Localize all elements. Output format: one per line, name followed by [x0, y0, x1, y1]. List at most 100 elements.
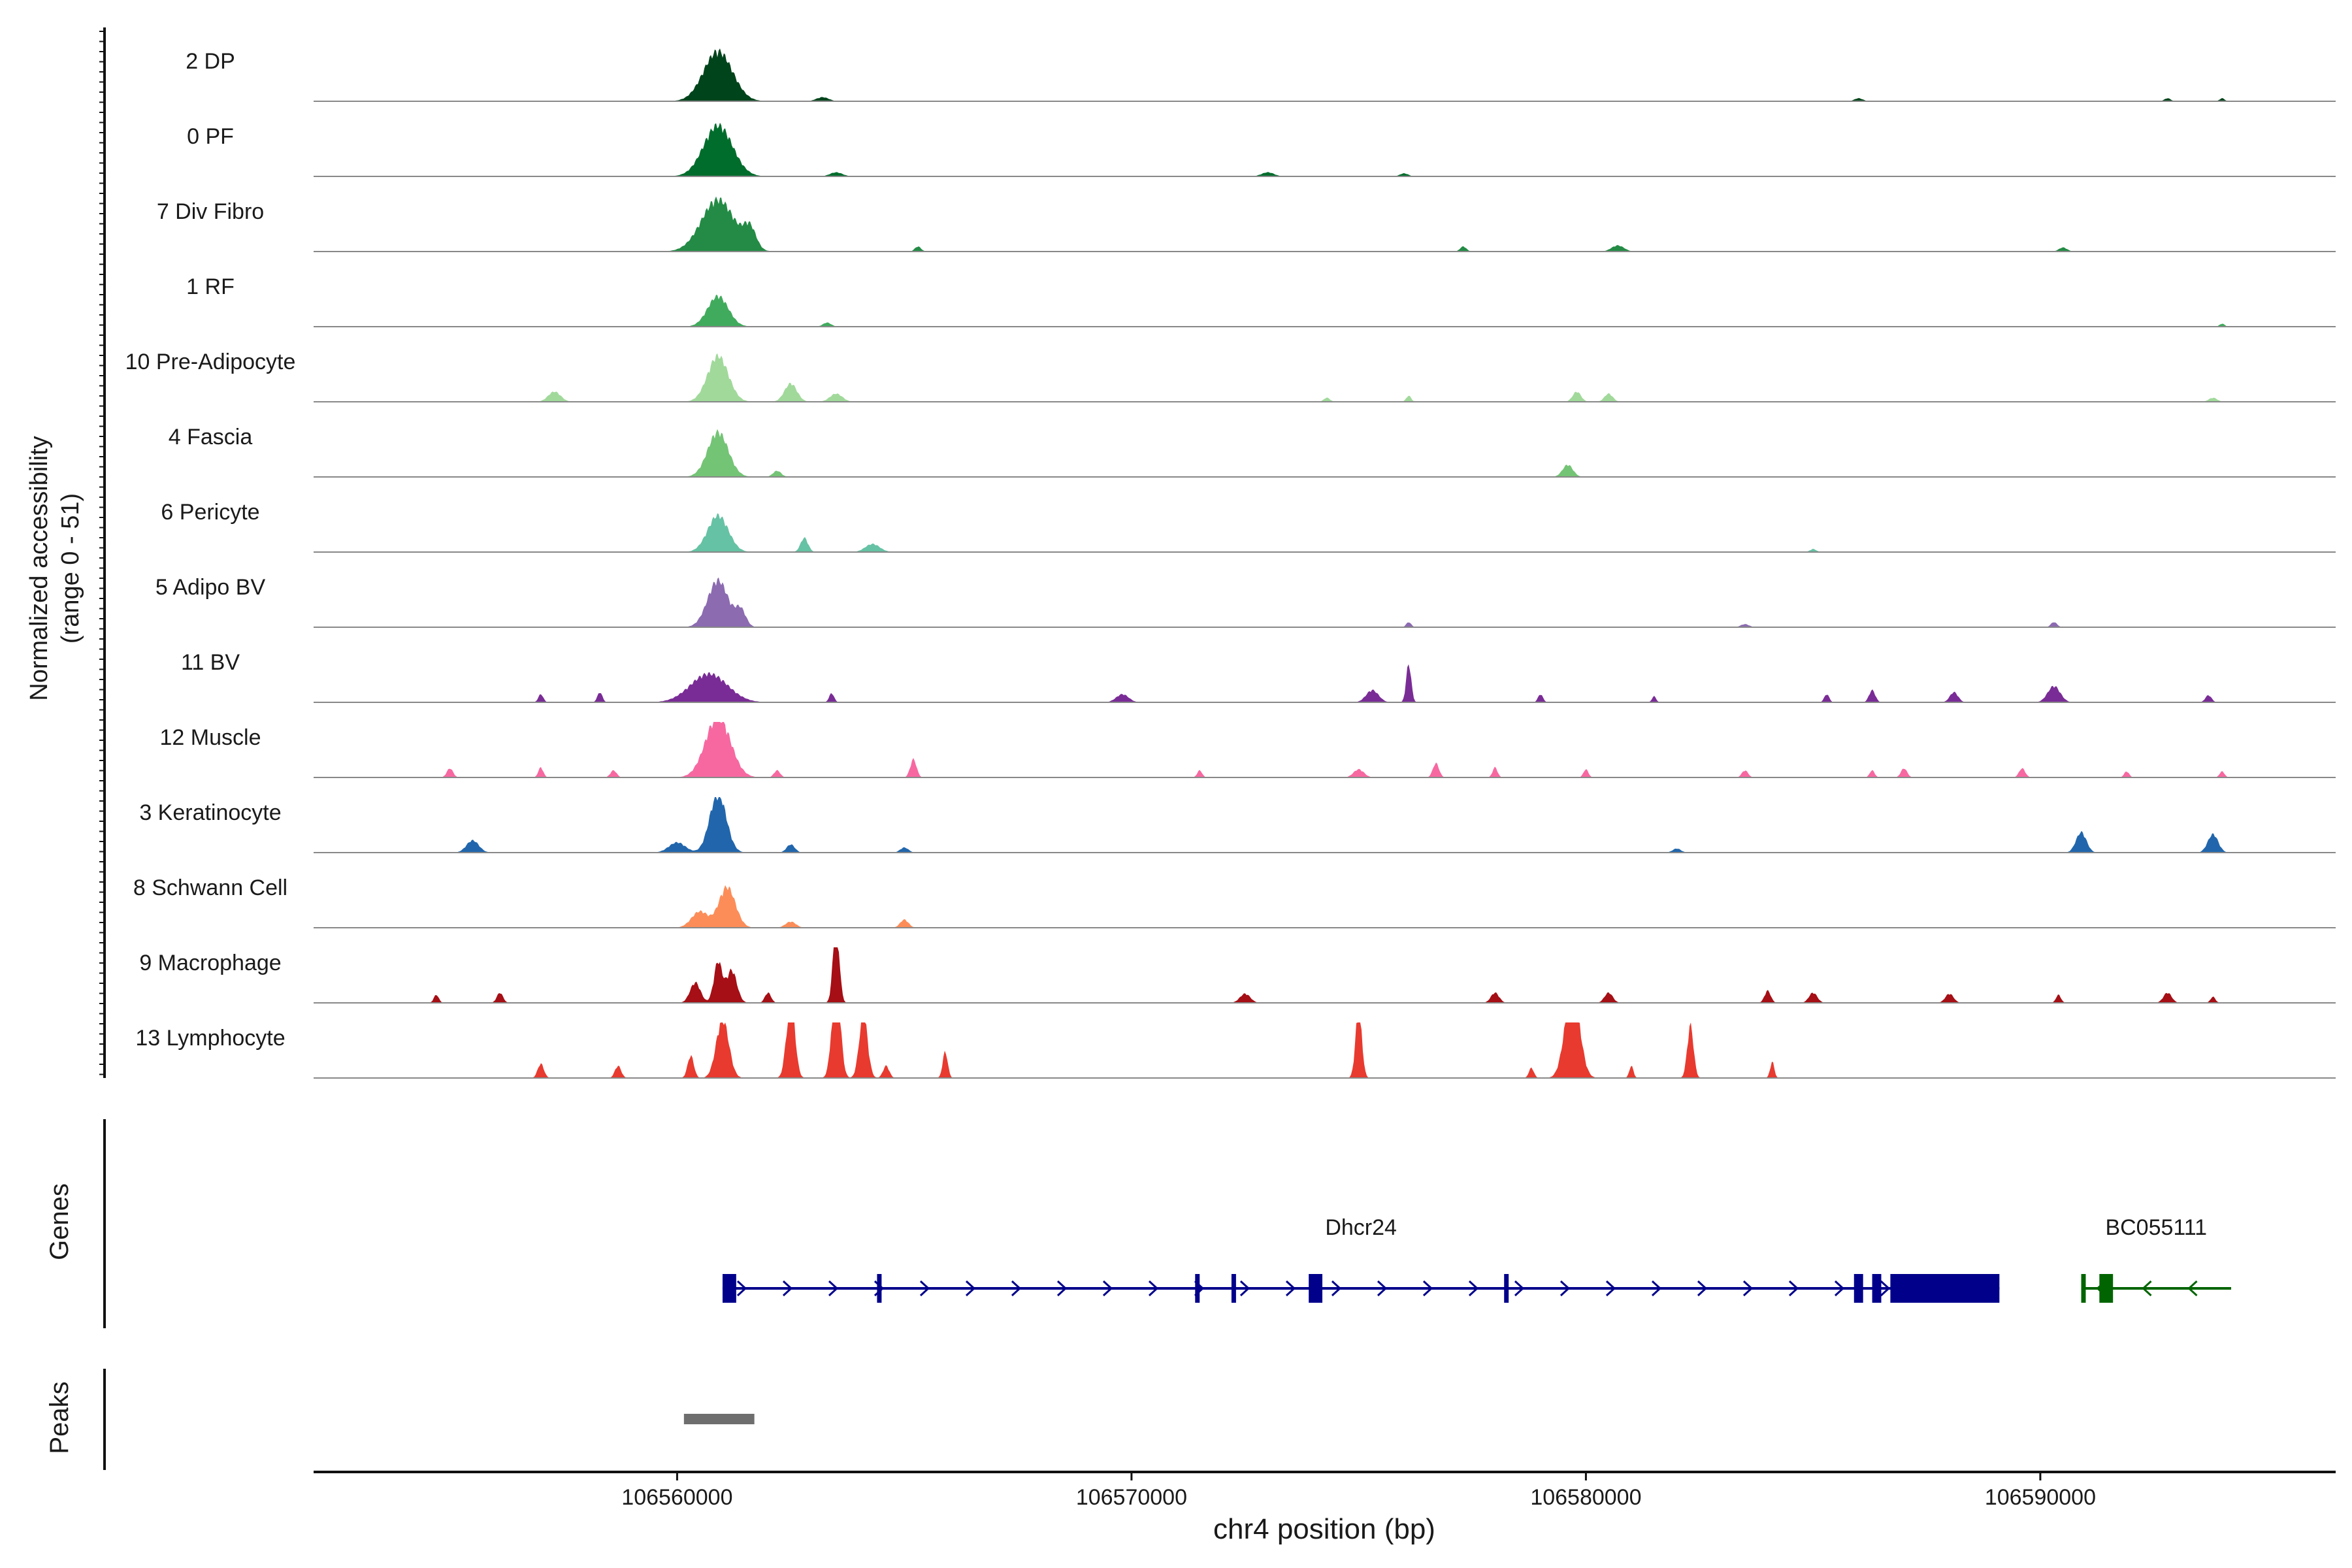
gene-dhcr24: Dhcr24 — [722, 1215, 2000, 1303]
gene-label: Dhcr24 — [1325, 1215, 1397, 1240]
genes-panel-label: Genes — [45, 1183, 74, 1260]
track-label: 2 DP — [186, 49, 235, 74]
exon — [2099, 1274, 2114, 1303]
coverage-area — [314, 885, 2336, 928]
track-13-lymphocyte: 13 Lymphocyte — [135, 1022, 2336, 1079]
coverage-area — [314, 1022, 2336, 1078]
strand-arrow — [1605, 1280, 1616, 1297]
coverage-area — [314, 577, 2336, 627]
track-11-bv: 11 BV — [181, 650, 2336, 703]
strand-arrow — [1514, 1280, 1525, 1297]
strand-arrow — [1834, 1280, 1845, 1297]
strand-arrow — [1011, 1280, 1022, 1297]
track-label: 4 Fascia — [169, 425, 253, 449]
strand-arrow — [1422, 1280, 1433, 1297]
gene-label: BC055111 — [2105, 1215, 2207, 1240]
track-label: 1 RF — [186, 274, 235, 299]
coverage-area — [314, 353, 2336, 402]
strand-arrow — [2142, 1280, 2152, 1297]
coverage-area — [314, 513, 2336, 552]
exon — [1504, 1274, 1509, 1303]
exon — [1231, 1274, 1236, 1303]
strand-arrow — [1560, 1280, 1571, 1297]
strand-arrow — [965, 1280, 976, 1297]
strand-arrow — [1056, 1280, 1068, 1297]
strand-arrow — [1239, 1280, 1250, 1297]
track-label: 9 Macrophage — [139, 951, 281, 975]
x-tick-label: 106580000 — [1530, 1485, 1641, 1510]
strand-arrow — [1285, 1280, 1296, 1297]
strand-arrow — [1697, 1280, 1708, 1297]
strand-arrow — [1651, 1280, 1662, 1297]
track-4-fascia: 4 Fascia — [169, 425, 2336, 478]
exon — [2081, 1274, 2086, 1303]
track-0-pf: 0 PF — [187, 122, 2336, 177]
coverage-area — [314, 48, 2336, 101]
strand-arrow — [736, 1280, 747, 1297]
coverage-area — [314, 947, 2336, 1003]
coverage-area — [314, 196, 2336, 252]
track-label: 5 Adipo BV — [155, 575, 266, 600]
gene-bc055111: BC055111 — [2081, 1215, 2232, 1303]
strand-arrow — [1880, 1280, 1891, 1297]
exon — [1854, 1274, 1863, 1303]
exon — [1872, 1274, 1882, 1303]
genes-track: Dhcr24 BC055111 — [722, 1215, 2232, 1303]
strand-arrow — [782, 1280, 793, 1297]
strand-arrow — [828, 1280, 839, 1297]
track-6-pericyte: 6 Pericyte — [161, 500, 2336, 553]
x-tick-label: 106560000 — [621, 1485, 732, 1510]
peaks-track — [683, 1414, 755, 1424]
coverage-axis-ticks — [99, 31, 105, 1075]
x-axis-title: chr4 position (bp) — [1213, 1513, 1435, 1545]
strand-arrow — [919, 1280, 930, 1297]
coverage-tracks: 2 DP 0 PF 7 Div Fibro 1 RF 10 Pre-Adipocyte 4… — [125, 48, 2336, 1079]
x-tick-label: 106590000 — [1985, 1485, 2096, 1510]
track-label: 7 Div Fibro — [157, 199, 264, 224]
strand-arrow — [1468, 1280, 1479, 1297]
coverage-area — [314, 429, 2336, 477]
track-label: 6 Pericyte — [161, 500, 259, 525]
exon — [1195, 1274, 1200, 1303]
track-label: 10 Pre-Adipocyte — [125, 350, 296, 374]
strand-arrow — [1331, 1280, 1342, 1297]
strand-arrow — [1377, 1280, 1388, 1297]
coverage-area — [314, 722, 2336, 777]
track-5-adipo-bv: 5 Adipo BV — [155, 575, 2336, 628]
strand-arrow — [1742, 1280, 1754, 1297]
track-label: 0 PF — [187, 124, 234, 149]
x-tick-label: 106570000 — [1076, 1485, 1187, 1510]
track-12-muscle: 12 Muscle — [160, 722, 2336, 778]
strand-arrow — [1148, 1280, 1159, 1297]
track-1-rf: 1 RF — [186, 274, 2336, 327]
track-2-dp: 2 DP — [186, 48, 2336, 102]
track-7-div-fibro: 7 Div Fibro — [157, 196, 2336, 252]
strand-arrow — [1102, 1280, 1113, 1297]
coverage-area — [314, 797, 2336, 853]
track-3-keratinocyte: 3 Keratinocyte — [139, 797, 2336, 853]
exon — [722, 1274, 736, 1303]
coverage-area — [314, 295, 2336, 327]
exon — [1890, 1274, 2000, 1303]
track-10-pre-adipocyte: 10 Pre-Adipocyte — [125, 350, 2336, 402]
track-label: 12 Muscle — [160, 725, 261, 750]
coverage-area — [314, 664, 2336, 702]
x-axis: 106560000 106570000 106580000 106590000 — [621, 1472, 2096, 1510]
track-8-schwann-cell: 8 Schwann Cell — [133, 875, 2336, 928]
strand-arrow — [1788, 1280, 1799, 1297]
coverage-area — [314, 122, 2336, 176]
track-label: 3 Keratinocyte — [139, 800, 281, 825]
peaks-panel-label: Peaks — [45, 1381, 74, 1454]
track-9-macrophage: 9 Macrophage — [139, 947, 2336, 1004]
track-label: 8 Schwann Cell — [133, 875, 287, 900]
y-axis-title: Normalized accessibility — [25, 436, 53, 700]
track-label: 11 BV — [181, 650, 240, 675]
exon — [1309, 1274, 1323, 1303]
track-label: 13 Lymphocyte — [135, 1026, 285, 1051]
exon — [877, 1274, 882, 1303]
peak-region — [683, 1414, 755, 1424]
strand-arrow — [2187, 1280, 2198, 1297]
y-axis-range-label: (range 0 - 51) — [57, 493, 84, 644]
